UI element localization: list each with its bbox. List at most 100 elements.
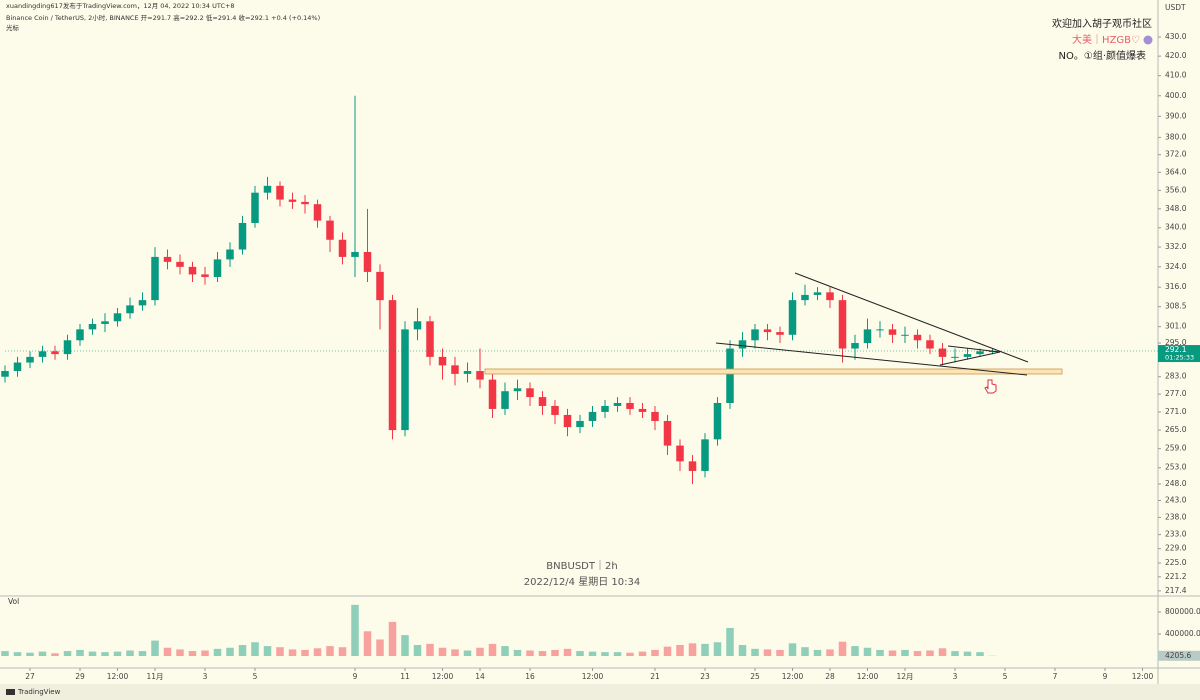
candle-body	[101, 321, 109, 324]
y-tick-label: 225.0	[1165, 558, 1187, 567]
lower-trendline	[715, 342, 1028, 376]
x-tick-label: 9	[353, 672, 358, 681]
volume-bar	[151, 640, 159, 656]
volume-bar	[551, 649, 559, 656]
candle-body	[588, 411, 597, 421]
candle-body	[338, 239, 347, 257]
candle-body	[738, 340, 747, 349]
volume-bar	[838, 641, 847, 656]
y-tick-label: 248.0	[1165, 479, 1187, 488]
volume-bar	[201, 650, 209, 656]
x-tick-label: 7	[1053, 672, 1058, 681]
candle-body	[776, 332, 784, 335]
candle-body	[13, 362, 22, 372]
volume-bar	[788, 643, 797, 656]
group-note: NO。①组·颜值爆表	[1059, 49, 1147, 62]
candle-body	[501, 391, 509, 409]
y-tick-label: 400.0	[1165, 91, 1187, 100]
volume-bar	[638, 651, 647, 656]
volume-bar	[313, 648, 322, 656]
candle-body	[613, 402, 622, 406]
volume-bar	[726, 627, 734, 656]
volume-bar	[76, 649, 84, 656]
volume-bar	[38, 651, 47, 656]
volume-bar	[538, 651, 547, 656]
volume-bar	[376, 639, 384, 656]
candle-body	[226, 249, 234, 260]
volume-bar	[488, 643, 497, 656]
volume-bar	[463, 650, 472, 656]
candle-body	[701, 439, 709, 471]
candle-body	[926, 340, 934, 349]
x-tick-label: 3	[953, 672, 958, 681]
candle-body	[463, 371, 472, 374]
candle-body	[801, 294, 809, 301]
volume-bar	[601, 652, 609, 656]
candle-body	[176, 261, 184, 267]
candle-body	[313, 204, 322, 221]
volume-bar	[63, 651, 72, 656]
candle-body	[626, 402, 634, 409]
volume-bar	[913, 651, 922, 656]
candle-body	[713, 402, 722, 440]
y-tick-label: 271.0	[1165, 407, 1187, 416]
candle-body	[51, 351, 59, 355]
candle-body	[63, 340, 72, 355]
candle-body	[238, 222, 247, 250]
volume-bar	[588, 651, 597, 656]
candle-body	[788, 300, 797, 335]
volume-bar	[51, 653, 59, 656]
volume-bar	[101, 652, 109, 656]
y-tick-label: 295.0	[1165, 338, 1187, 347]
x-tick-label: 12:00	[582, 672, 604, 681]
volume-bar	[513, 649, 522, 656]
x-tick-label: 25	[750, 672, 760, 681]
y-tick-label: 277.0	[1165, 389, 1187, 398]
volume-bar	[88, 651, 97, 656]
volume-bar	[901, 649, 909, 656]
candle-body	[76, 329, 84, 341]
volume-bar	[613, 652, 622, 656]
candle-body	[876, 329, 884, 331]
volume-bar	[438, 647, 447, 656]
candle-body	[251, 192, 259, 223]
volume-bar	[476, 647, 484, 656]
volume-bar	[413, 645, 422, 656]
volume-bar	[13, 652, 22, 656]
candle-body	[301, 201, 309, 205]
volume-bar	[851, 646, 859, 656]
y-tick-label: 430.0	[1165, 32, 1187, 41]
welcome-note: 欢迎加入胡子观币社区	[1052, 17, 1152, 30]
volume-tick-label: 400000.0	[1165, 629, 1200, 638]
footer-bar	[0, 684, 1200, 700]
footer-brand: TradingView	[17, 688, 61, 696]
upper-trendline	[794, 272, 1029, 363]
volume-bar	[813, 649, 822, 656]
candle-body	[951, 356, 959, 358]
x-tick-label: 27	[25, 672, 35, 681]
volume-bar	[688, 643, 697, 656]
drawings	[484, 272, 1063, 394]
volume-bar	[926, 650, 934, 656]
volume-bar	[213, 648, 222, 656]
candle-body	[563, 414, 572, 428]
volume-bar	[576, 651, 584, 656]
candle-body	[413, 321, 422, 330]
volume-bar	[426, 643, 434, 656]
candle-body	[1, 371, 9, 377]
volume-bar	[301, 649, 309, 656]
y-tick-label: 301.0	[1165, 322, 1187, 331]
candle-body	[476, 371, 484, 380]
volume-bar	[263, 646, 272, 656]
volume-bar	[501, 646, 509, 656]
volume-bar	[138, 651, 147, 656]
volume-bar	[351, 604, 359, 656]
candle-body	[88, 323, 97, 330]
watermark-time: 2022/12/4 星期日 10:34	[524, 576, 640, 588]
y-tick-label: 364.0	[1165, 167, 1187, 176]
volume-bar	[338, 647, 347, 656]
volume-bar	[938, 648, 947, 656]
volume-bar	[526, 650, 534, 656]
candle-body	[38, 351, 47, 357]
